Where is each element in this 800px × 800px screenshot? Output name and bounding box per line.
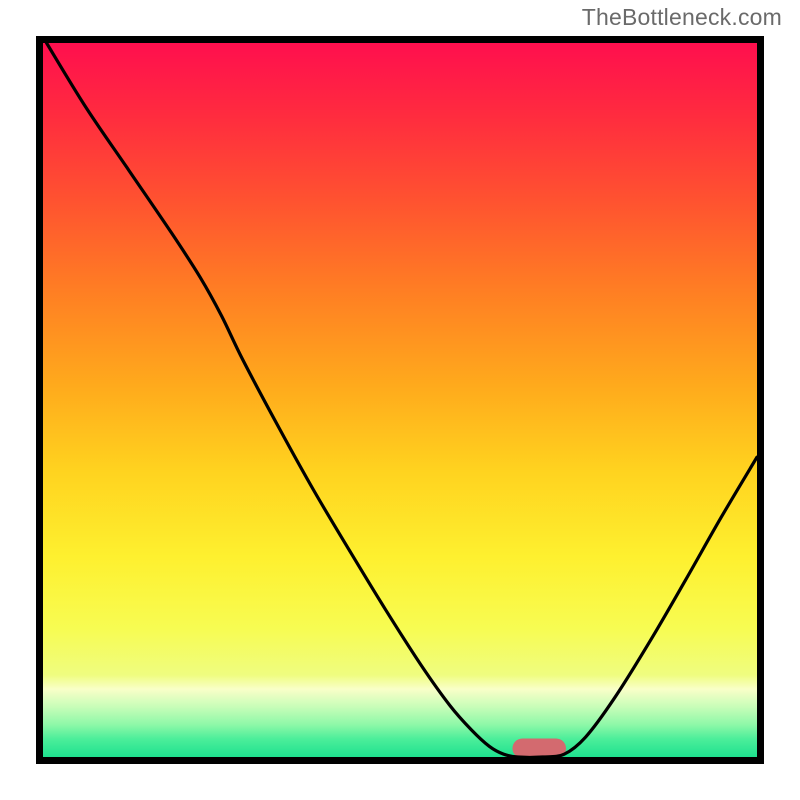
marker-capsule (512, 738, 566, 757)
plot-frame (36, 36, 764, 764)
chart-container: TheBottleneck.com (0, 0, 800, 800)
gradient-background (43, 43, 757, 757)
watermark-text: TheBottleneck.com (582, 4, 782, 31)
plot-svg (43, 43, 757, 757)
